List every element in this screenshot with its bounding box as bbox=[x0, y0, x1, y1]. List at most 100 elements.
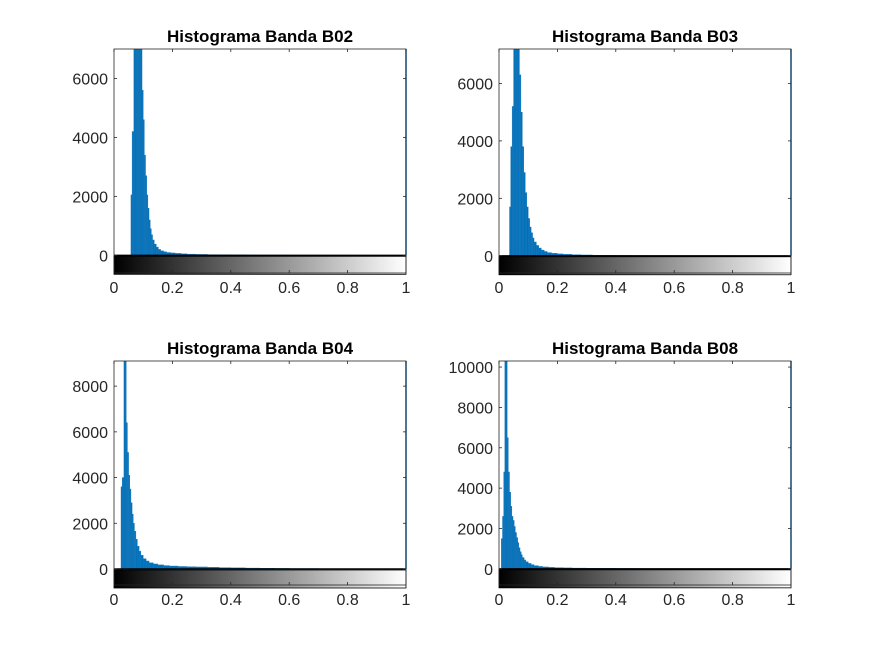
axes-background bbox=[499, 361, 791, 585]
histogram-bar bbox=[519, 74, 522, 256]
axes-background bbox=[114, 361, 406, 585]
histogram-bar bbox=[525, 561, 529, 569]
histogram-bar bbox=[148, 562, 154, 569]
histogram-bar bbox=[156, 246, 159, 256]
histogram-bar bbox=[516, 49, 519, 256]
histogram-bar bbox=[528, 218, 530, 256]
x-tick-label: 0.2 bbox=[546, 592, 568, 609]
x-tick-label: 0.2 bbox=[546, 280, 568, 297]
histogram-panel-2: 0 0.2 0.4 0.6 0.8 1 0 2000 4000 6000 Histograma Ba… bbox=[457, 27, 795, 297]
histogram-bar bbox=[525, 192, 527, 256]
histogram-bar bbox=[131, 131, 135, 256]
y-tick-label: 6000 bbox=[72, 425, 108, 442]
x-tick-label: 0.8 bbox=[721, 280, 743, 297]
y-tick-label: 6000 bbox=[457, 76, 493, 93]
x-tick-label: 0.6 bbox=[663, 280, 685, 297]
x-tick-label: 0.6 bbox=[663, 592, 685, 609]
x-tick-label: 0 bbox=[110, 280, 119, 297]
histogram-bar bbox=[152, 239, 155, 256]
chart-title: Histograma Banda B08 bbox=[552, 339, 738, 358]
y-tick-label: 10000 bbox=[449, 360, 494, 377]
axes-background bbox=[499, 49, 791, 273]
histogram-bar bbox=[158, 249, 161, 256]
histogram-bar bbox=[145, 560, 150, 569]
x-tick-label: 1 bbox=[402, 592, 411, 609]
histogram-bar bbox=[523, 559, 527, 569]
y-tick-label: 6000 bbox=[72, 71, 108, 88]
axes-frame bbox=[113, 48, 407, 274]
histogram-bar bbox=[142, 558, 147, 569]
x-tick-label: 0 bbox=[110, 592, 119, 609]
histogram-bar bbox=[121, 477, 125, 569]
histogram-bar bbox=[533, 241, 537, 256]
histogram-bar bbox=[541, 249, 545, 256]
chart-title: Histograma Banda B02 bbox=[167, 27, 353, 46]
histogram-bar bbox=[520, 111, 523, 256]
axes-frame bbox=[498, 48, 792, 274]
x-tick-label: 1 bbox=[787, 592, 796, 609]
histogram-bar bbox=[514, 49, 517, 256]
y-tick-label: 2000 bbox=[72, 189, 108, 206]
histogram-bar bbox=[528, 563, 532, 569]
x-tick-label: 0 bbox=[495, 592, 504, 609]
histogram-bar bbox=[538, 247, 542, 256]
axes-frame bbox=[113, 360, 407, 586]
x-tick-label: 0.8 bbox=[721, 592, 743, 609]
y-tick-label: 0 bbox=[484, 249, 493, 266]
axes-frame bbox=[498, 360, 792, 586]
y-tick-label: 4000 bbox=[457, 481, 493, 498]
x-tick-label: 0.6 bbox=[278, 592, 300, 609]
histogram-bar bbox=[517, 49, 520, 256]
x-tick-label: 0.4 bbox=[605, 280, 627, 297]
histogram-bar bbox=[522, 557, 525, 569]
x-tick-label: 0.4 bbox=[220, 280, 242, 297]
bar-group bbox=[130, 49, 406, 256]
histogram-bar bbox=[510, 146, 513, 256]
histogram-bar bbox=[511, 106, 514, 256]
histogram-bar bbox=[137, 545, 140, 569]
x-tick-label: 0.4 bbox=[605, 592, 627, 609]
x-tick-label: 0.2 bbox=[161, 592, 183, 609]
y-tick-label: 4000 bbox=[457, 134, 493, 151]
histogram-bar bbox=[526, 206, 529, 256]
histogram-bar bbox=[523, 172, 526, 256]
y-tick-label: 4000 bbox=[72, 130, 108, 147]
histogram-bar bbox=[529, 226, 532, 256]
histogram-bar bbox=[536, 245, 539, 256]
grayscale-colorbar bbox=[113, 255, 407, 275]
y-tick-label: 2000 bbox=[457, 521, 493, 538]
x-tick-label: 0.8 bbox=[336, 280, 358, 297]
x-tick-label: 0.4 bbox=[220, 592, 242, 609]
y-tick-label: 6000 bbox=[457, 441, 493, 458]
y-tick-label: 8000 bbox=[72, 379, 108, 396]
y-tick-label: 0 bbox=[99, 562, 108, 579]
bar-group bbox=[120, 361, 406, 569]
histogram-panel-1: 0 0.2 0.4 0.6 0.8 1 0 2000 4000 6000 Histograma Ba… bbox=[72, 27, 410, 297]
histogram-bar bbox=[154, 243, 157, 256]
histogram-bar bbox=[532, 237, 535, 256]
x-tick-label: 0.2 bbox=[161, 280, 183, 297]
histogram-panel-4: 0 0.2 0.4 0.6 0.8 1 0 2000 4000 6000 8000 10000 Hist… bbox=[449, 339, 796, 609]
axes-background bbox=[114, 49, 406, 273]
y-tick-label: 0 bbox=[99, 248, 108, 265]
y-tick-label: 8000 bbox=[457, 400, 493, 417]
histogram-bar bbox=[140, 555, 144, 569]
x-tick-label: 0.6 bbox=[278, 280, 300, 297]
histogram-bar bbox=[530, 232, 533, 256]
histogram-bar bbox=[153, 563, 158, 569]
histogram-panel-3: 0 0.2 0.4 0.6 0.8 1 0 2000 4000 6000 8000 Histogram… bbox=[72, 339, 410, 609]
x-tick-label: 0 bbox=[495, 280, 504, 297]
y-tick-label: 0 bbox=[484, 562, 493, 579]
y-tick-label: 2000 bbox=[457, 191, 493, 208]
histogram-bar bbox=[134, 531, 137, 569]
x-tick-label: 1 bbox=[402, 280, 411, 297]
y-tick-label: 4000 bbox=[72, 471, 108, 488]
x-tick-label: 0.8 bbox=[336, 592, 358, 609]
grayscale-colorbar bbox=[498, 256, 792, 276]
chart-title: Histograma Banda B03 bbox=[552, 27, 738, 46]
histogram-bar bbox=[522, 146, 525, 256]
histogram-bar bbox=[135, 539, 138, 569]
chart-title: Histograma Banda B04 bbox=[167, 339, 354, 358]
y-tick-label: 2000 bbox=[72, 516, 108, 533]
